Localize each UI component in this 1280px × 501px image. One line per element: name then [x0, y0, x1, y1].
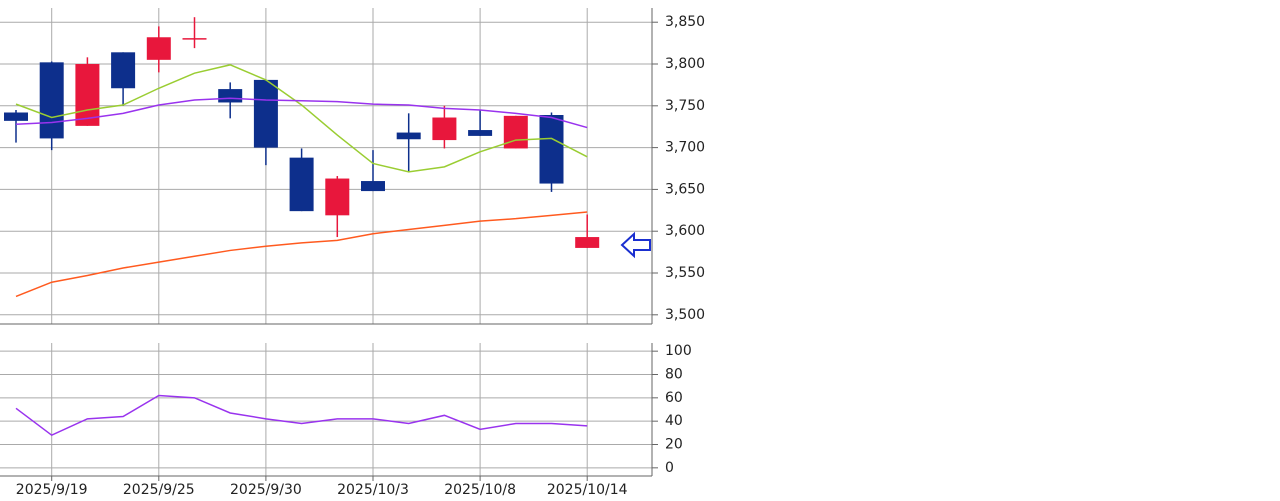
y-tick-label: 3,650 — [665, 181, 705, 197]
x-tick-label: 2025/10/3 — [337, 482, 409, 498]
candle-body — [75, 64, 100, 126]
y-tick-label: 3,550 — [665, 265, 705, 281]
candle-body — [4, 112, 28, 121]
x-tick-label: 2025/9/30 — [230, 482, 302, 498]
y-tick-label: 100 — [665, 343, 692, 359]
candle-body — [253, 79, 278, 148]
y-tick-label: 3,850 — [665, 14, 705, 30]
candle-body — [146, 37, 171, 60]
candle-body — [468, 130, 493, 136]
candle-body — [289, 157, 314, 212]
candle-body — [575, 237, 600, 248]
candle-body — [361, 181, 385, 192]
candle-body — [111, 52, 136, 89]
current-price-arrow — [620, 231, 651, 259]
moving-average — [15, 64, 588, 173]
y-tick-label: 3,750 — [665, 98, 705, 114]
y-tick-label: 80 — [665, 367, 683, 383]
candle-body — [218, 89, 243, 103]
y-tick-label: 3,800 — [665, 56, 705, 72]
candle-body — [432, 117, 457, 141]
oscillator-line — [15, 394, 588, 437]
candle-body — [325, 178, 350, 216]
y-tick-label: 20 — [665, 437, 683, 453]
candle-body — [39, 62, 64, 139]
x-tick-label: 2025/9/25 — [123, 482, 195, 498]
y-tick-label: 60 — [665, 390, 683, 406]
y-tick-label: 0 — [665, 460, 674, 476]
y-tick-label: 40 — [665, 413, 683, 429]
x-tick-label: 2025/10/14 — [547, 482, 628, 498]
x-tick-label: 2025/9/19 — [16, 482, 88, 498]
y-tick-label: 3,600 — [665, 223, 705, 239]
moving-average — [15, 211, 588, 298]
y-tick-label: 3,700 — [665, 140, 705, 156]
moving-average — [15, 97, 588, 129]
x-tick-label: 2025/10/8 — [444, 482, 516, 498]
candle-body — [396, 132, 421, 140]
y-tick-label: 3,500 — [665, 307, 705, 323]
candle-body — [539, 115, 564, 184]
